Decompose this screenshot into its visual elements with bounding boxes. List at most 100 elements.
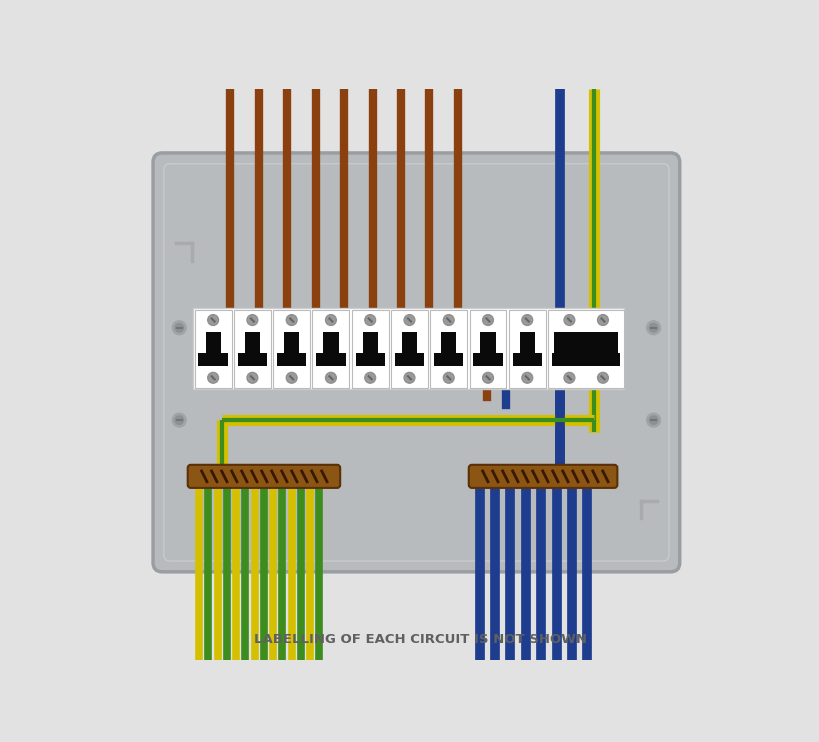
Bar: [512, 353, 541, 367]
Bar: [198, 353, 228, 367]
Bar: [273, 310, 310, 388]
Circle shape: [172, 413, 186, 427]
Circle shape: [327, 317, 334, 324]
Circle shape: [174, 416, 183, 424]
Circle shape: [172, 321, 186, 335]
Circle shape: [445, 317, 451, 324]
Bar: [238, 353, 267, 367]
Bar: [391, 310, 428, 388]
Circle shape: [521, 372, 532, 383]
Bar: [192, 309, 623, 390]
Circle shape: [563, 372, 574, 383]
Circle shape: [484, 317, 491, 324]
Circle shape: [207, 315, 218, 326]
Circle shape: [563, 315, 574, 326]
Circle shape: [482, 372, 493, 383]
Bar: [283, 332, 299, 353]
Bar: [547, 310, 623, 388]
Bar: [469, 310, 506, 388]
Bar: [277, 353, 306, 367]
Circle shape: [445, 317, 451, 324]
Circle shape: [484, 374, 491, 381]
Circle shape: [325, 372, 336, 383]
Circle shape: [443, 315, 454, 326]
Circle shape: [249, 374, 256, 381]
Circle shape: [649, 324, 657, 332]
Circle shape: [649, 416, 657, 424]
Circle shape: [565, 374, 572, 381]
Circle shape: [327, 317, 334, 324]
Circle shape: [366, 374, 373, 381]
Circle shape: [445, 374, 451, 381]
Circle shape: [249, 374, 256, 381]
Circle shape: [366, 317, 373, 324]
Bar: [233, 310, 270, 388]
Bar: [430, 310, 467, 388]
Circle shape: [646, 321, 659, 335]
Circle shape: [597, 315, 608, 326]
Bar: [473, 353, 502, 367]
Circle shape: [404, 372, 414, 383]
FancyBboxPatch shape: [188, 464, 340, 488]
Circle shape: [521, 315, 532, 326]
Bar: [355, 353, 384, 367]
Circle shape: [565, 374, 572, 381]
Circle shape: [366, 317, 373, 324]
Bar: [441, 332, 456, 353]
Circle shape: [174, 324, 183, 332]
Bar: [519, 332, 534, 353]
Circle shape: [287, 317, 295, 324]
Circle shape: [325, 315, 336, 326]
Circle shape: [249, 317, 256, 324]
Circle shape: [247, 372, 257, 383]
Bar: [245, 332, 260, 353]
Bar: [508, 310, 545, 388]
Circle shape: [364, 372, 375, 383]
Circle shape: [249, 317, 256, 324]
Text: LABELLING OF EACH CIRCUIT IS NOT SHOWN: LABELLING OF EACH CIRCUIT IS NOT SHOWN: [253, 633, 586, 646]
Bar: [433, 353, 463, 367]
Bar: [554, 332, 618, 353]
Circle shape: [327, 374, 334, 381]
Circle shape: [405, 317, 413, 324]
Bar: [206, 332, 220, 353]
Circle shape: [484, 317, 491, 324]
Bar: [401, 332, 417, 353]
Circle shape: [286, 372, 296, 383]
Circle shape: [482, 315, 493, 326]
Circle shape: [210, 374, 216, 381]
Circle shape: [523, 317, 530, 324]
Circle shape: [523, 374, 530, 381]
Circle shape: [405, 374, 413, 381]
Circle shape: [445, 374, 451, 381]
Circle shape: [599, 374, 606, 381]
Bar: [551, 353, 620, 367]
Circle shape: [565, 317, 572, 324]
Circle shape: [207, 372, 218, 383]
Circle shape: [646, 413, 659, 427]
Circle shape: [565, 317, 572, 324]
Bar: [480, 332, 495, 353]
Circle shape: [405, 374, 413, 381]
Bar: [194, 310, 231, 388]
Circle shape: [484, 374, 491, 381]
Circle shape: [327, 374, 334, 381]
Circle shape: [286, 315, 296, 326]
Bar: [323, 332, 338, 353]
Circle shape: [287, 374, 295, 381]
FancyBboxPatch shape: [153, 153, 679, 572]
Bar: [316, 353, 345, 367]
Bar: [312, 310, 349, 388]
Circle shape: [443, 372, 454, 383]
Circle shape: [287, 317, 295, 324]
Bar: [362, 332, 378, 353]
Bar: [395, 353, 423, 367]
FancyBboxPatch shape: [468, 464, 617, 488]
Circle shape: [597, 372, 608, 383]
Circle shape: [287, 374, 295, 381]
Circle shape: [210, 317, 216, 324]
Circle shape: [366, 374, 373, 381]
Circle shape: [405, 317, 413, 324]
Circle shape: [523, 374, 530, 381]
Circle shape: [599, 374, 606, 381]
